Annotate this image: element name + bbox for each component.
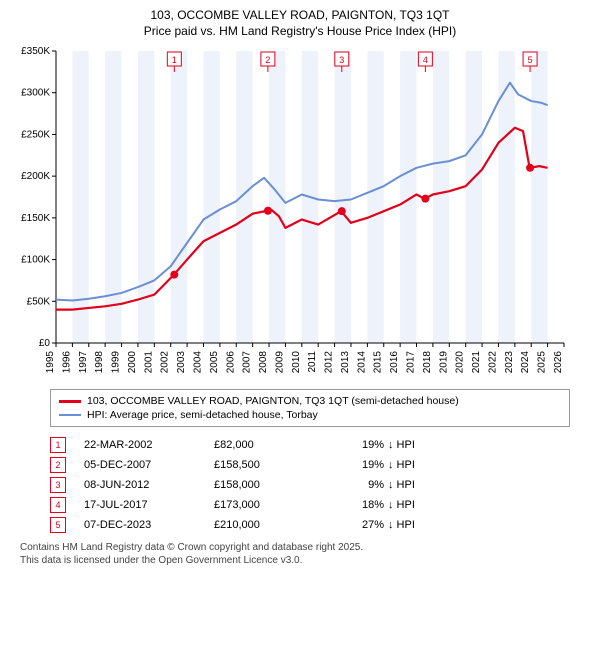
legend-swatch bbox=[59, 400, 81, 403]
svg-text:2022: 2022 bbox=[487, 351, 498, 374]
svg-text:2023: 2023 bbox=[504, 351, 515, 374]
svg-text:2005: 2005 bbox=[209, 351, 220, 374]
svg-text:1997: 1997 bbox=[78, 351, 89, 374]
svg-text:5: 5 bbox=[528, 55, 533, 65]
marker-badge: 1 bbox=[50, 437, 66, 453]
sale-hpi: ↓ HPI bbox=[384, 479, 428, 491]
svg-text:2009: 2009 bbox=[274, 351, 285, 374]
legend: 103, OCCOMBE VALLEY ROAD, PAIGNTON, TQ3 … bbox=[50, 389, 570, 427]
sale-pct: 27% bbox=[324, 519, 384, 531]
svg-text:2013: 2013 bbox=[340, 351, 351, 374]
svg-text:2017: 2017 bbox=[406, 351, 417, 374]
svg-text:1: 1 bbox=[172, 55, 177, 65]
chart-title: 103, OCCOMBE VALLEY ROAD, PAIGNTON, TQ3 … bbox=[10, 8, 590, 39]
marker-badge: 2 bbox=[50, 457, 66, 473]
svg-text:2002: 2002 bbox=[160, 351, 171, 374]
table-row: 4 17-JUL-2017£173,00018%↓ HPI bbox=[50, 495, 570, 515]
table-row: 2 05-DEC-2007£158,50019%↓ HPI bbox=[50, 455, 570, 475]
svg-text:2018: 2018 bbox=[422, 351, 433, 374]
svg-text:2003: 2003 bbox=[176, 351, 187, 374]
marker-badge: 4 bbox=[50, 497, 66, 513]
legend-swatch bbox=[59, 414, 81, 416]
svg-text:2011: 2011 bbox=[307, 351, 318, 373]
sale-price: £82,000 bbox=[214, 439, 324, 451]
sale-hpi: ↓ HPI bbox=[384, 459, 428, 471]
svg-text:2014: 2014 bbox=[356, 351, 367, 374]
sale-price: £210,000 bbox=[214, 519, 324, 531]
table-row: 3 08-JUN-2012£158,0009%↓ HPI bbox=[50, 475, 570, 495]
svg-text:2000: 2000 bbox=[127, 351, 138, 374]
svg-text:1998: 1998 bbox=[94, 351, 105, 374]
title-line2: Price paid vs. HM Land Registry's House … bbox=[10, 24, 590, 40]
sale-date: 22-MAR-2002 bbox=[84, 439, 214, 451]
sale-date: 05-DEC-2007 bbox=[84, 459, 214, 471]
svg-text:2021: 2021 bbox=[471, 351, 482, 374]
legend-item: 103, OCCOMBE VALLEY ROAD, PAIGNTON, TQ3 … bbox=[59, 394, 561, 408]
svg-text:£0: £0 bbox=[39, 338, 51, 349]
svg-text:£350K: £350K bbox=[21, 46, 50, 57]
svg-text:2007: 2007 bbox=[242, 351, 253, 374]
svg-text:£250K: £250K bbox=[21, 130, 50, 141]
sale-hpi: ↓ HPI bbox=[384, 499, 428, 511]
svg-text:£50K: £50K bbox=[27, 296, 51, 307]
svg-text:2012: 2012 bbox=[324, 351, 335, 374]
table-row: 5 07-DEC-2023£210,00027%↓ HPI bbox=[50, 515, 570, 535]
footnote-line2: This data is licensed under the Open Gov… bbox=[20, 554, 580, 567]
svg-text:2020: 2020 bbox=[455, 351, 466, 374]
svg-text:2008: 2008 bbox=[258, 351, 269, 374]
sale-date: 08-JUN-2012 bbox=[84, 479, 214, 491]
footnote: Contains HM Land Registry data © Crown c… bbox=[20, 541, 580, 567]
svg-text:3: 3 bbox=[339, 55, 344, 65]
sale-pct: 18% bbox=[324, 499, 384, 511]
svg-text:2026: 2026 bbox=[553, 351, 564, 374]
legend-item: HPI: Average price, semi-detached house,… bbox=[59, 408, 561, 422]
sales-table: 122-MAR-2002£82,00019%↓ HPI205-DEC-2007£… bbox=[50, 435, 570, 535]
sale-hpi: ↓ HPI bbox=[384, 439, 428, 451]
svg-text:1999: 1999 bbox=[111, 351, 122, 374]
sale-price: £173,000 bbox=[214, 499, 324, 511]
marker-badge: 5 bbox=[50, 517, 66, 533]
sale-pct: 19% bbox=[324, 459, 384, 471]
svg-text:2025: 2025 bbox=[537, 351, 548, 374]
footnote-line1: Contains HM Land Registry data © Crown c… bbox=[20, 541, 580, 554]
svg-text:2: 2 bbox=[265, 55, 270, 65]
sale-date: 17-JUL-2017 bbox=[84, 499, 214, 511]
title-line1: 103, OCCOMBE VALLEY ROAD, PAIGNTON, TQ3 … bbox=[10, 8, 590, 24]
svg-text:£200K: £200K bbox=[21, 171, 50, 182]
svg-text:1996: 1996 bbox=[61, 351, 72, 374]
sale-price: £158,500 bbox=[214, 459, 324, 471]
sale-pct: 19% bbox=[324, 439, 384, 451]
sale-hpi: ↓ HPI bbox=[384, 519, 428, 531]
sale-price: £158,000 bbox=[214, 479, 324, 491]
svg-text:2015: 2015 bbox=[373, 351, 384, 374]
marker-badge: 3 bbox=[50, 477, 66, 493]
legend-label: HPI: Average price, semi-detached house,… bbox=[87, 409, 318, 421]
legend-label: 103, OCCOMBE VALLEY ROAD, PAIGNTON, TQ3 … bbox=[87, 395, 459, 407]
sale-date: 07-DEC-2023 bbox=[84, 519, 214, 531]
svg-text:2024: 2024 bbox=[520, 351, 531, 374]
price-chart: £0 £50K £100K £150K £200K £250K £300K £350K 1995… bbox=[10, 43, 590, 383]
svg-text:2010: 2010 bbox=[291, 351, 302, 374]
svg-text:2004: 2004 bbox=[192, 351, 203, 374]
svg-text:2006: 2006 bbox=[225, 351, 236, 374]
svg-text:£300K: £300K bbox=[21, 88, 50, 99]
svg-text:2001: 2001 bbox=[143, 351, 154, 374]
svg-text:1995: 1995 bbox=[45, 351, 56, 374]
table-row: 1 22-MAR-2002£82,00019%↓ HPI bbox=[50, 435, 570, 455]
svg-text:£150K: £150K bbox=[21, 213, 50, 224]
sale-pct: 9% bbox=[324, 479, 384, 491]
svg-text:4: 4 bbox=[423, 55, 428, 65]
svg-text:2016: 2016 bbox=[389, 351, 400, 374]
svg-text:2019: 2019 bbox=[438, 351, 449, 374]
svg-text:£100K: £100K bbox=[21, 255, 50, 266]
